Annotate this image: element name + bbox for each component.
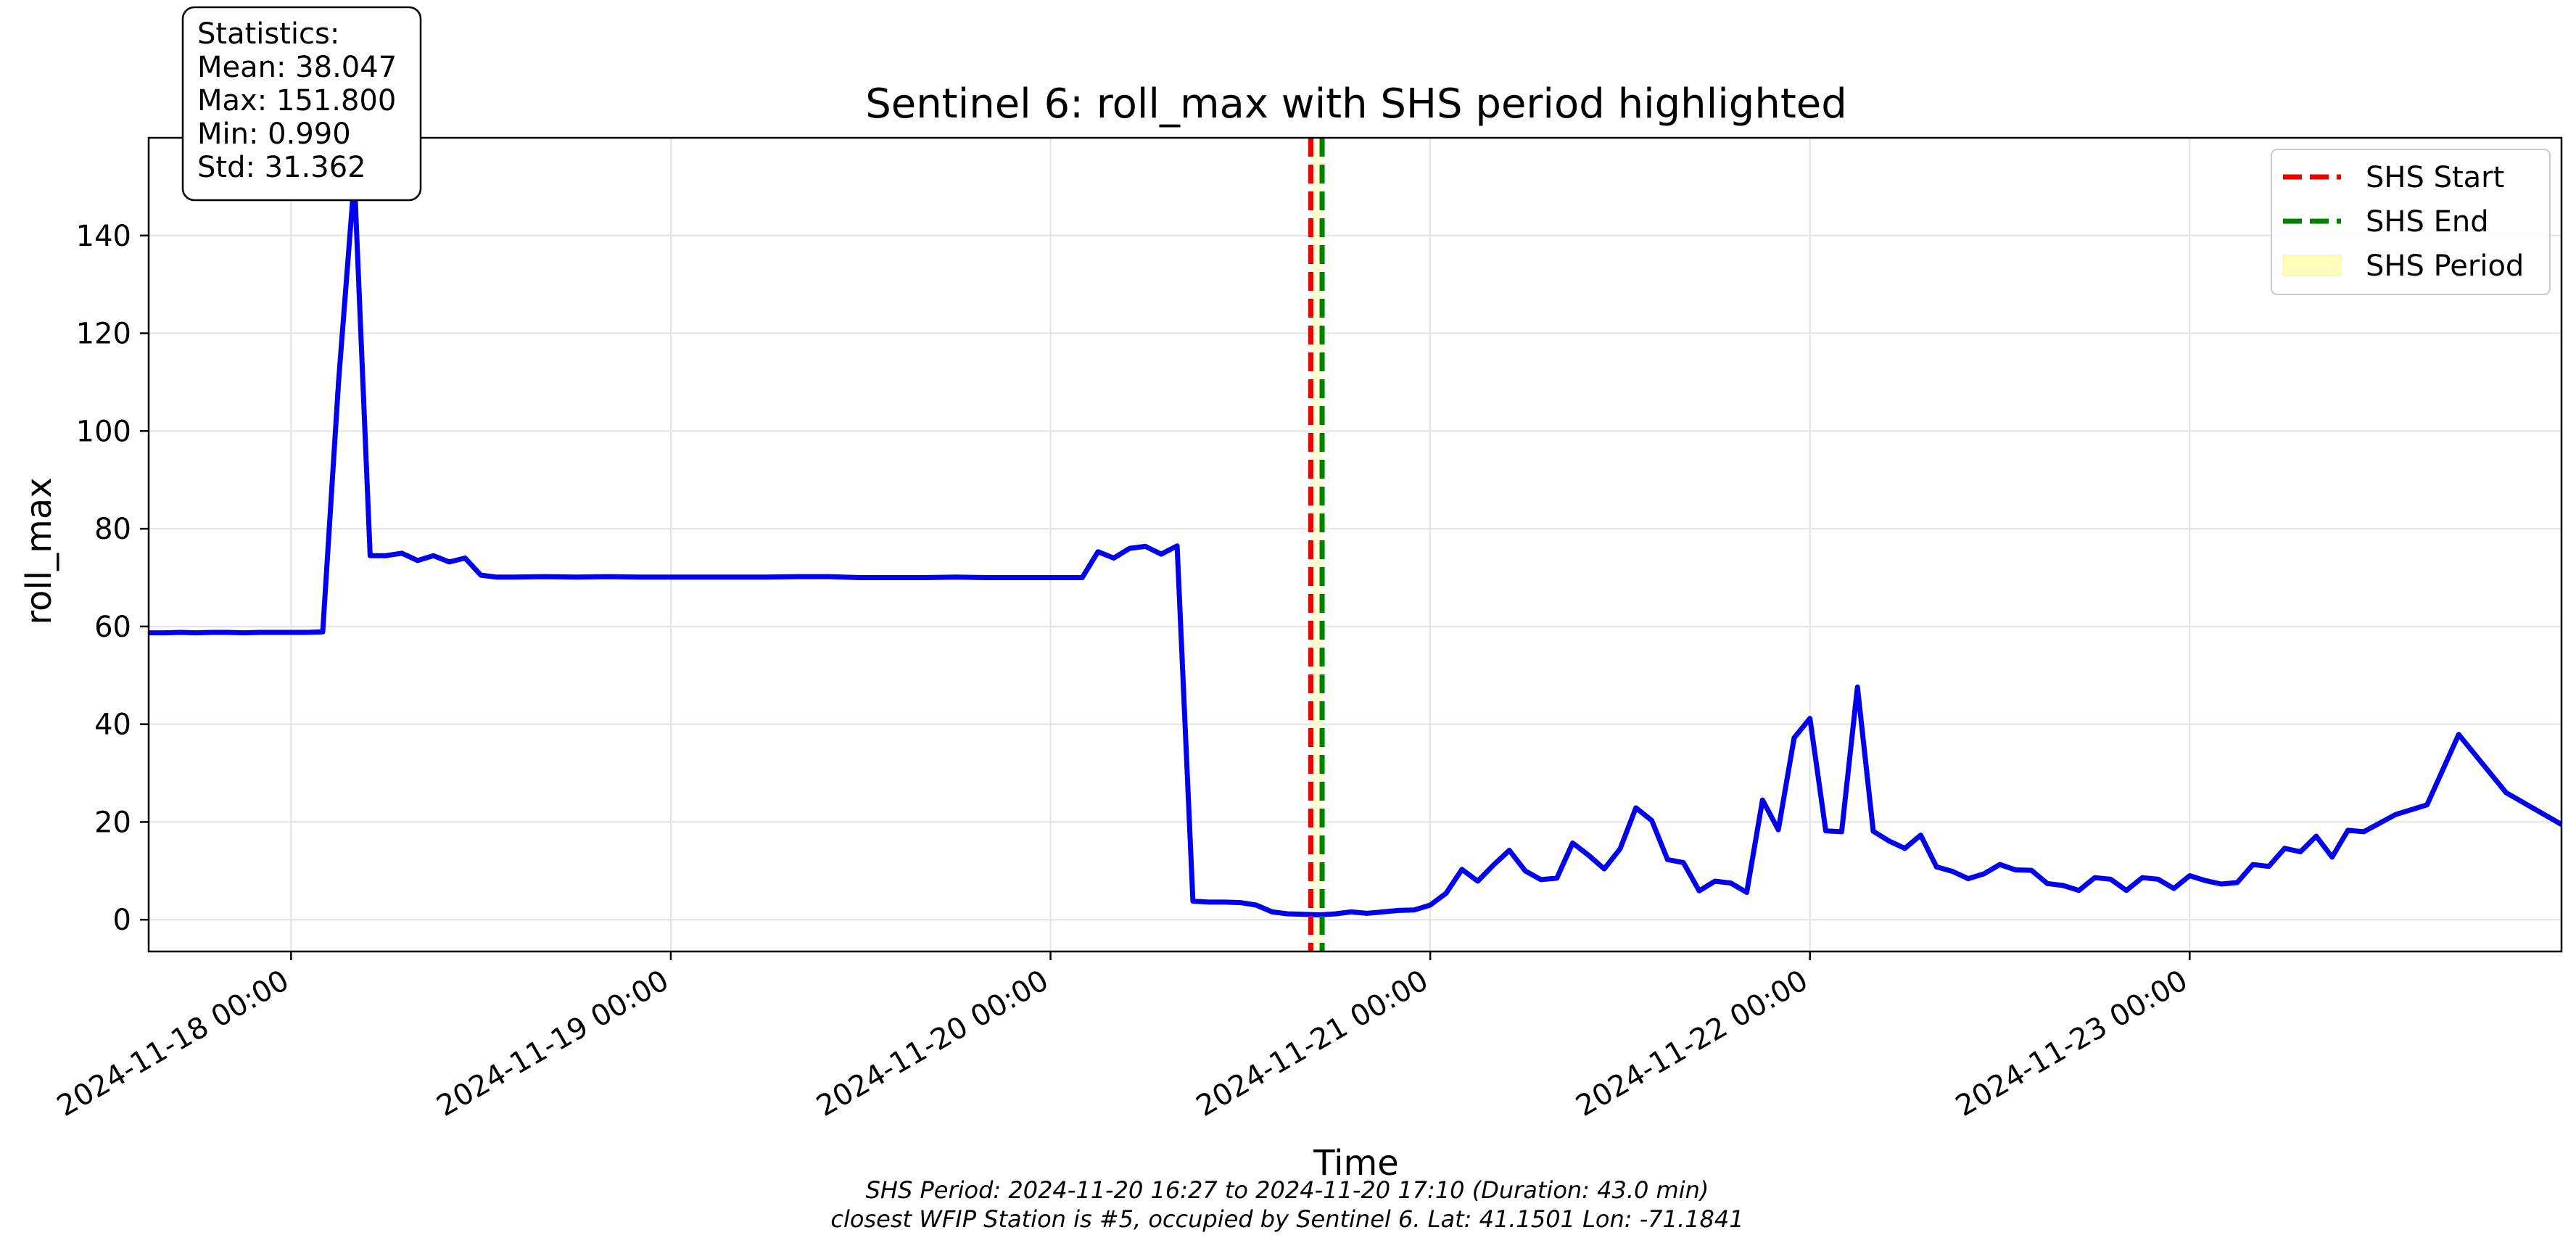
y-tick-label: 60 — [94, 611, 131, 644]
stats-line: Statistics: — [197, 17, 339, 51]
plot-frame — [147, 136, 2563, 953]
footnote-line-2: closest WFIP Station is #5, occupied by … — [830, 1205, 1743, 1233]
y-tick-label: 20 — [94, 806, 131, 839]
chart-title: Sentinel 6: roll_max with SHS period hig… — [865, 80, 1847, 128]
legend-swatch-shs-period — [2282, 255, 2342, 276]
shs-period-span — [1310, 138, 1323, 951]
stats-line: Std: 31.362 — [197, 151, 366, 184]
stats-line: Max: 151.800 — [197, 84, 396, 117]
data-series-line — [149, 175, 2563, 917]
y-axis-title: roll_max — [19, 477, 59, 624]
y-tick-label: 140 — [76, 220, 131, 253]
x-axis-title: Time — [1313, 1143, 1398, 1184]
legend-label-shs-end: SHS End — [2366, 205, 2489, 239]
legend-label-shs-start: SHS Start — [2366, 161, 2504, 194]
stats-line: Mean: 38.047 — [197, 51, 397, 84]
y-tick-label: 80 — [94, 513, 131, 546]
stats-line: Min: 0.990 — [197, 117, 351, 151]
legend-label-shs-period: SHS Period — [2366, 249, 2524, 283]
y-tick-label: 40 — [94, 709, 131, 742]
legend: SHS Start SHS End SHS Period — [2271, 149, 2551, 295]
footnote-line-1: SHS Period: 2024-11-20 16:27 to 2024-11-… — [866, 1176, 1709, 1204]
y-tick-label: 100 — [76, 415, 131, 448]
y-tick-label: 0 — [113, 904, 131, 937]
stats-box-frame — [181, 6, 422, 202]
y-tick-label: 120 — [76, 318, 131, 351]
